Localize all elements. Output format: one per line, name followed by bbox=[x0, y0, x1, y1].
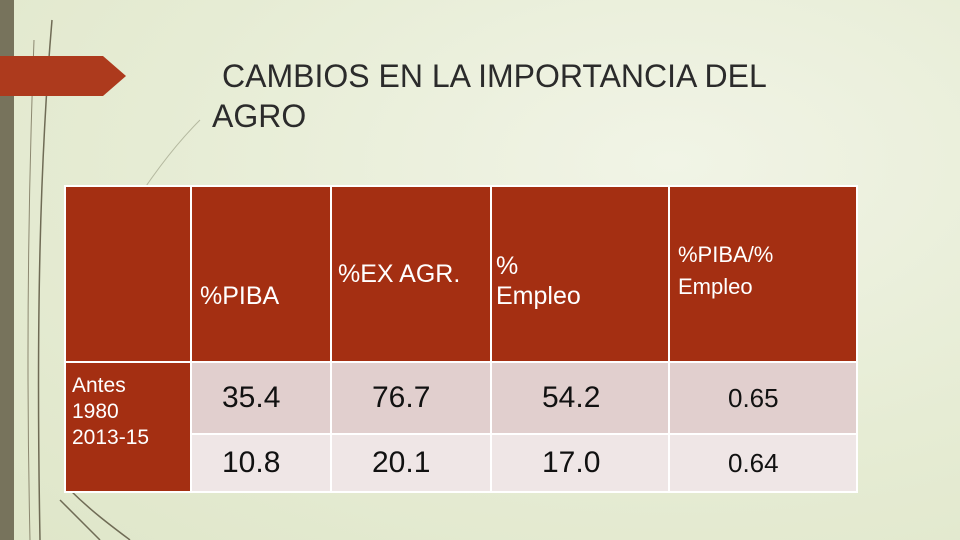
table-header-row: %PIBA %EX AGR. % Empleo %PIBA/% Empleo bbox=[64, 185, 858, 363]
cell-piba-row1: 35.4 bbox=[190, 361, 332, 435]
data-table: %PIBA %EX AGR. % Empleo %PIBA/% Empleo A… bbox=[64, 185, 858, 493]
header-empleo: % Empleo bbox=[490, 185, 670, 363]
table-row: Antes 1980 2013-15 35.4 76.7 54.2 0.65 bbox=[64, 361, 858, 493]
row-labels-cell: Antes 1980 2013-15 bbox=[64, 361, 192, 493]
header-piba: %PIBA bbox=[190, 185, 332, 363]
title-line-2: AGRO bbox=[212, 98, 307, 134]
header-empty-cell bbox=[64, 185, 192, 363]
header-ex-agr: %EX AGR. bbox=[330, 185, 492, 363]
cell-ex-agr-row1: 76.7 bbox=[330, 361, 492, 435]
cell-piba-row2: 10.8 bbox=[190, 433, 332, 493]
row-label-antes: Antes bbox=[72, 374, 126, 397]
left-accent-bar bbox=[0, 0, 14, 540]
header-ratio: %PIBA/% Empleo bbox=[668, 185, 858, 363]
cell-empleo-row2: 17.0 bbox=[490, 433, 670, 493]
row-label-2013-15: 2013-15 bbox=[72, 426, 150, 449]
cell-ex-agr-row2: 20.1 bbox=[330, 433, 492, 493]
row-label-1980: 1980 bbox=[72, 400, 119, 423]
cell-empleo-row1: 54.2 bbox=[490, 361, 670, 435]
table-row: 10.8 20.1 17.0 0.64 bbox=[65, 433, 858, 493]
cell-ratio-row1: 0.65 bbox=[668, 361, 858, 435]
title-line-1: CAMBIOS EN LA IMPORTANCIA DEL bbox=[222, 58, 767, 94]
title-arrow-tab bbox=[0, 56, 126, 96]
cell-ratio-row2: 0.64 bbox=[668, 433, 858, 493]
slide-title: CAMBIOS EN LA IMPORTANCIA DEL AGRO bbox=[212, 56, 912, 136]
